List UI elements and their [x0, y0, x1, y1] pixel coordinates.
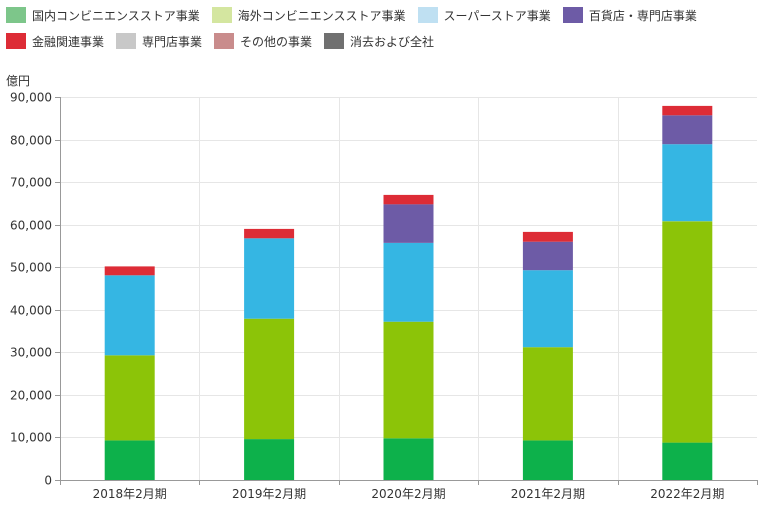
y-tick-label: 90,000 — [10, 91, 52, 105]
y-tick-label: 10,000 — [10, 431, 52, 445]
legend-swatch — [562, 7, 583, 23]
legend-label: 国内コンビニエンスストア事業 — [32, 8, 200, 23]
bars — [104, 105, 713, 480]
legend-item-other[interactable]: その他の事業 — [214, 33, 312, 50]
y-tick-label: 60,000 — [10, 219, 52, 233]
bar-segment[interactable] — [244, 238, 295, 319]
legend-label: 専門店事業 — [142, 34, 203, 49]
legend-item-specialty-store[interactable]: 専門店事業 — [116, 33, 202, 50]
legend-label: 海外コンビニエンスストア事業 — [237, 8, 406, 23]
bar-segment[interactable] — [104, 275, 155, 356]
bar-segment[interactable] — [383, 204, 434, 243]
bar-segment[interactable] — [662, 221, 713, 443]
legend-swatch — [324, 33, 345, 49]
x-tick-label: 2021年2月期 — [511, 487, 585, 501]
legend-row-1: 国内コンビニエンスストア事業 海外コンビニエンスストア事業 スーパーストア事業 … — [6, 2, 762, 28]
y-tick-label: 80,000 — [10, 134, 52, 148]
x-tick-label: 2018年2月期 — [93, 487, 167, 501]
bar-segment[interactable] — [244, 439, 295, 480]
legend-swatch — [6, 7, 26, 23]
bar-segment[interactable] — [662, 105, 713, 116]
bar-segment[interactable] — [104, 355, 155, 441]
x-tick-label: 2020年2月期 — [371, 487, 445, 501]
bar-segment[interactable] — [383, 194, 434, 205]
legend-item-overseas-cvs[interactable]: 海外コンビニエンスストア事業 — [211, 7, 406, 24]
bar-segment[interactable] — [662, 144, 713, 222]
bar-segment[interactable] — [522, 440, 573, 480]
bar-segment[interactable] — [383, 243, 434, 322]
bar-segment[interactable] — [383, 438, 434, 480]
bar-segment[interactable] — [383, 321, 434, 439]
y-tick-label: 20,000 — [10, 389, 52, 403]
legend-row-2: 金融関連事業 専門店事業 その他の事業 消去および全社 — [6, 28, 762, 54]
legend-label: 消去および全社 — [350, 34, 435, 49]
y-tick-label: 50,000 — [10, 261, 52, 275]
legend-item-financial[interactable]: 金融関連事業 — [6, 33, 104, 50]
bar-segment[interactable] — [522, 347, 573, 441]
legend-swatch — [6, 33, 26, 49]
bar-segment[interactable] — [662, 442, 713, 480]
bar-segment[interactable] — [104, 266, 155, 276]
x-tick-label: 2022年2月期 — [650, 487, 724, 501]
bar-segment[interactable] — [244, 318, 295, 440]
bar-segment[interactable] — [522, 270, 573, 348]
y-axis-unit-label: 億円 — [6, 74, 30, 88]
legend: 国内コンビニエンスストア事業 海外コンビニエンスストア事業 スーパーストア事業 … — [6, 2, 762, 54]
bar-segment[interactable] — [662, 115, 713, 145]
y-tick-label: 70,000 — [10, 176, 52, 190]
bar-segment[interactable] — [244, 228, 295, 239]
legend-swatch — [214, 33, 235, 49]
axes: 0 10,000 20,000 30,000 40,000 50,000 60,000 70,… — [10, 91, 758, 501]
legend-swatch — [211, 7, 232, 23]
legend-item-department-store[interactable]: 百貨店・専門店事業 — [562, 7, 697, 24]
x-tick-label: 2019年2月期 — [232, 487, 306, 501]
bar-segment[interactable] — [104, 440, 155, 480]
bar-segment[interactable] — [522, 241, 573, 271]
y-tick-label: 30,000 — [10, 346, 52, 360]
legend-label: 百貨店・専門店事業 — [588, 8, 697, 23]
y-tick-label: 40,000 — [10, 304, 52, 318]
legend-label: スーパーストア事業 — [443, 8, 551, 23]
legend-label: その他の事業 — [240, 34, 313, 49]
legend-item-domestic-cvs[interactable]: 国内コンビニエンスストア事業 — [6, 7, 200, 24]
legend-label: 金融関連事業 — [32, 34, 105, 49]
legend-item-superstore[interactable]: スーパーストア事業 — [417, 7, 551, 24]
legend-swatch — [116, 33, 137, 49]
bar-segment[interactable] — [522, 231, 573, 242]
legend-item-elimination[interactable]: 消去および全社 — [324, 33, 434, 50]
legend-swatch — [417, 7, 438, 23]
y-tick-label: 0 — [44, 474, 52, 488]
